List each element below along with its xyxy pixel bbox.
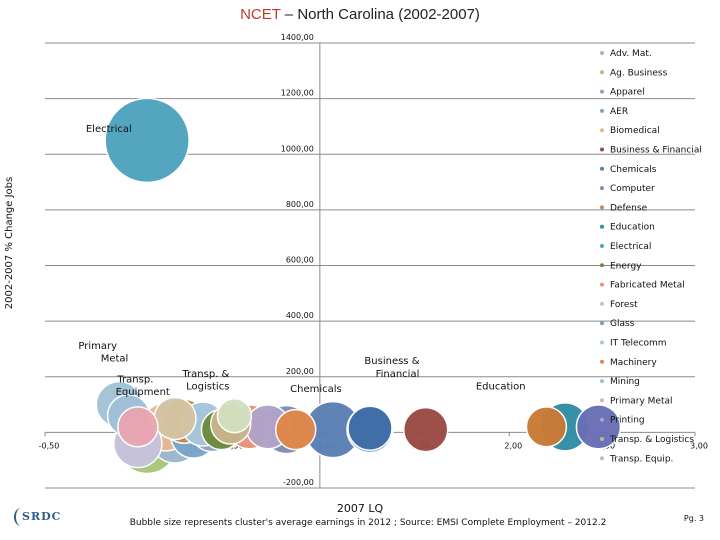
legend-item: Transp. Equip. <box>609 454 673 464</box>
legend-marker <box>600 166 604 171</box>
legend-marker <box>600 128 604 133</box>
y-tick-label: 1400,00 <box>281 33 314 42</box>
legend: Adv. Mat. Ag. Business Apparel AER Biomedica… <box>600 49 702 464</box>
legend-marker <box>600 417 604 422</box>
bubble-business-financial <box>402 406 449 453</box>
legend-item: IT Telecomm <box>610 339 667 349</box>
legend-marker <box>600 282 604 287</box>
bubble-unlabeled <box>347 405 393 451</box>
legend-marker <box>600 89 604 94</box>
page-number: Pg. 3 <box>683 514 704 523</box>
legend-item: Defense <box>610 203 648 213</box>
bubble-electrical <box>104 97 190 184</box>
y-tick-label: 800,00 <box>286 200 314 209</box>
x-tick-label: 0,50 <box>226 441 244 450</box>
legend-item: Apparel <box>610 88 645 98</box>
bubble-unlabeled <box>525 406 568 448</box>
y-tick-label: 200,00 <box>286 367 314 376</box>
x-tick-label: 3,00 <box>690 441 708 450</box>
y-axis-title: 2002-2007 % Change Jobs <box>4 177 15 309</box>
y-tick-label: -200,00 <box>283 478 314 487</box>
legend-marker <box>600 321 604 326</box>
legend-item: Business & Financial <box>610 146 702 156</box>
y-tick-label: 400,00 <box>286 311 314 320</box>
legend-marker <box>600 398 604 403</box>
legend-marker <box>600 147 604 152</box>
legend-marker <box>600 70 604 75</box>
bubble-annotation: Financial <box>376 369 420 380</box>
x-tick-label: 2,00 <box>504 441 522 450</box>
legend-marker <box>600 456 604 461</box>
x-tick-label: -0,50 <box>39 441 60 450</box>
legend-marker <box>600 359 604 364</box>
bubbles <box>95 97 622 475</box>
chart-title-highlight: NCET <box>240 6 281 23</box>
legend-item: Computer <box>610 184 655 194</box>
bubble-annotation: Transp. & <box>181 369 229 380</box>
legend-item: Chemicals <box>610 165 657 175</box>
legend-marker <box>600 244 604 248</box>
bubble-annotation: Logistics <box>186 381 229 392</box>
chart-title-rest: – North Carolina (2002-2007) <box>280 6 480 23</box>
legend-marker <box>600 224 604 229</box>
y-tick-label: 1000,00 <box>281 144 314 153</box>
legend-item: Machinery <box>610 358 657 368</box>
x-axis-title: 2007 LQ <box>336 502 384 515</box>
legend-item: Ag. Business <box>610 68 668 78</box>
bubble-annotation: Business & <box>364 356 419 367</box>
legend-marker <box>600 340 604 345</box>
legend-item: Biomedical <box>610 126 660 136</box>
legend-item: Electrical <box>610 242 651 252</box>
legend-marker <box>600 108 604 113</box>
legend-item: Glass <box>610 319 635 329</box>
legend-item: Printing <box>610 416 645 426</box>
bubble-unlabeled <box>575 404 622 450</box>
y-tick-label: 600,00 <box>286 256 314 265</box>
legend-marker <box>600 186 604 191</box>
bubble-annotation: Electrical <box>86 124 132 135</box>
legend-marker <box>600 437 604 441</box>
legend-item: Transp. & Logistics <box>609 435 694 445</box>
bubble-primary-metal <box>117 406 159 448</box>
bubble-annotation: Primary <box>78 341 117 352</box>
legend-item: Primary Metal <box>610 396 673 406</box>
legend-item: Mining <box>610 377 640 387</box>
source-note: Bubble size represents cluster's average… <box>129 518 607 528</box>
bubble-machinery <box>274 408 317 451</box>
bubble-unlabeled <box>216 397 253 434</box>
y-tick-label: 1200,00 <box>281 89 314 98</box>
legend-item: AER <box>610 107 628 117</box>
bubble-forest <box>153 396 197 441</box>
legend-item: Forest <box>610 300 638 310</box>
legend-marker <box>600 301 604 306</box>
bubble-annotation: Equipment <box>116 387 170 398</box>
legend-marker <box>600 379 604 384</box>
bubble-annotation: Education <box>476 381 526 392</box>
bubble-annotation: Chemicals <box>290 384 342 395</box>
legend-item: Adv. Mat. <box>610 49 652 59</box>
logo-arc <box>14 508 28 526</box>
legend-item: Fabricated Metal <box>610 281 685 291</box>
legend-marker <box>600 51 604 55</box>
legend-item: Education <box>610 223 655 233</box>
legend-item: Energy <box>610 261 642 271</box>
chart-title: NCET – North Carolina (2002-2007) <box>0 6 720 23</box>
legend-marker <box>600 263 604 268</box>
legend-marker <box>600 205 604 210</box>
bubble-annotation: Metal <box>101 353 129 364</box>
srdc-logo: SRDC <box>22 510 62 523</box>
bubble-annotation: Transp. <box>116 374 153 385</box>
